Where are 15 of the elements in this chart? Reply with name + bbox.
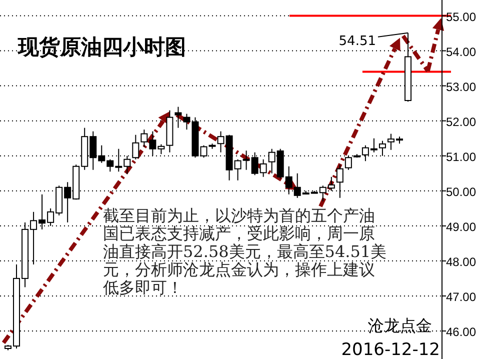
annotation: 2016-12-12 <box>341 340 440 359</box>
y-tick-label: 49.00 <box>446 220 476 234</box>
annotation: 54.51 <box>338 34 376 49</box>
y-tick-label: 50.00 <box>446 184 476 199</box>
y-tick-label: 48.00 <box>446 254 476 269</box>
y-tick-label: 53.00 <box>446 80 476 94</box>
y-tick-label: 52.00 <box>446 114 476 129</box>
y-tick-label: 51.00 <box>446 150 476 164</box>
annotation: 沧龙点金 <box>368 316 432 335</box>
y-tick-label: 47.00 <box>446 290 476 304</box>
y-tick-label: 55.00 <box>446 10 476 24</box>
text: 现货原油四小时图 <box>17 34 186 59</box>
y-tick-label: 46.00 <box>446 324 476 339</box>
y-tick-label: 54.00 <box>446 44 476 59</box>
annotation: 截至目前为止，以沙特为首的五个产油国已表态支持减产，受此影响，周一原油直接高开52.58美元，最高至54.51美元，分析师沧龙点金认为，操作上建议低多即可！ <box>103 206 387 297</box>
